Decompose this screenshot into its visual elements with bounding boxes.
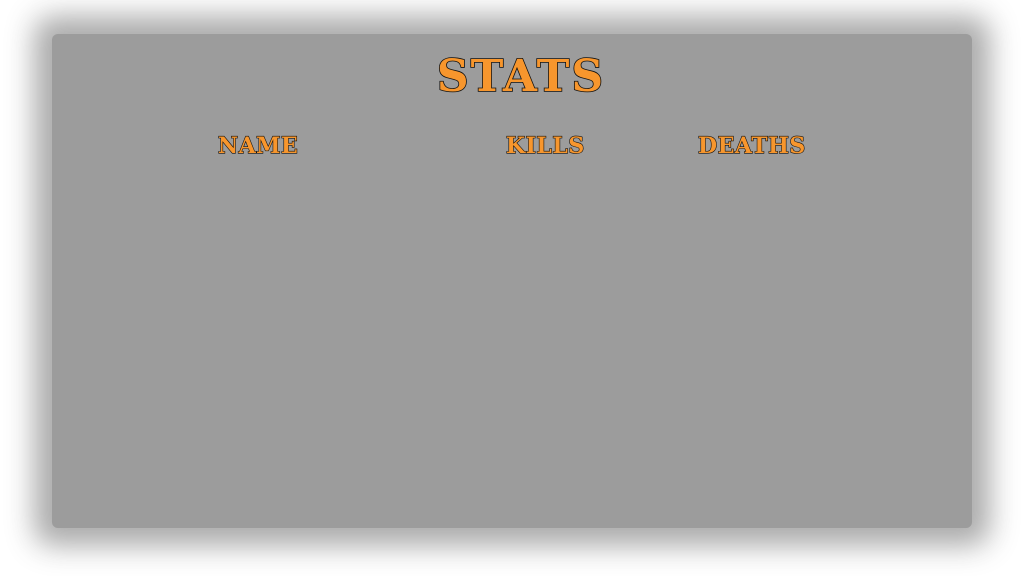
stats-title: STATS bbox=[436, 51, 606, 103]
column-header-name: NAME bbox=[217, 132, 299, 159]
stats-panel bbox=[52, 34, 972, 528]
column-header-kills: KILLS bbox=[505, 132, 585, 159]
column-header-deaths: DEATHS bbox=[697, 132, 806, 159]
stats-rows bbox=[200, 170, 840, 510]
